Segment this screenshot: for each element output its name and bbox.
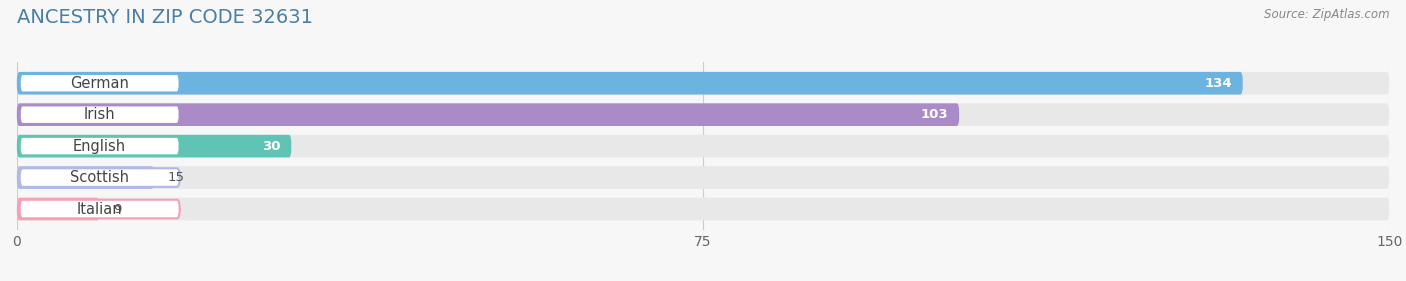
Text: English: English bbox=[73, 139, 127, 154]
FancyBboxPatch shape bbox=[20, 105, 180, 124]
FancyBboxPatch shape bbox=[17, 166, 155, 189]
Text: Italian: Italian bbox=[77, 201, 122, 217]
FancyBboxPatch shape bbox=[17, 135, 1389, 157]
Text: 9: 9 bbox=[112, 203, 121, 216]
FancyBboxPatch shape bbox=[17, 166, 1389, 189]
Text: 30: 30 bbox=[262, 140, 280, 153]
FancyBboxPatch shape bbox=[20, 74, 180, 92]
Text: German: German bbox=[70, 76, 129, 91]
FancyBboxPatch shape bbox=[17, 72, 1243, 94]
FancyBboxPatch shape bbox=[20, 137, 180, 155]
FancyBboxPatch shape bbox=[17, 103, 959, 126]
FancyBboxPatch shape bbox=[17, 72, 1389, 94]
Text: Irish: Irish bbox=[84, 107, 115, 122]
FancyBboxPatch shape bbox=[17, 135, 291, 157]
FancyBboxPatch shape bbox=[17, 103, 1389, 126]
Text: Source: ZipAtlas.com: Source: ZipAtlas.com bbox=[1264, 8, 1389, 21]
Text: 103: 103 bbox=[921, 108, 948, 121]
FancyBboxPatch shape bbox=[20, 168, 180, 187]
Text: 15: 15 bbox=[167, 171, 184, 184]
FancyBboxPatch shape bbox=[17, 198, 1389, 220]
Text: Scottish: Scottish bbox=[70, 170, 129, 185]
FancyBboxPatch shape bbox=[20, 200, 180, 218]
Text: 134: 134 bbox=[1204, 77, 1232, 90]
Text: ANCESTRY IN ZIP CODE 32631: ANCESTRY IN ZIP CODE 32631 bbox=[17, 8, 314, 28]
FancyBboxPatch shape bbox=[17, 198, 100, 220]
